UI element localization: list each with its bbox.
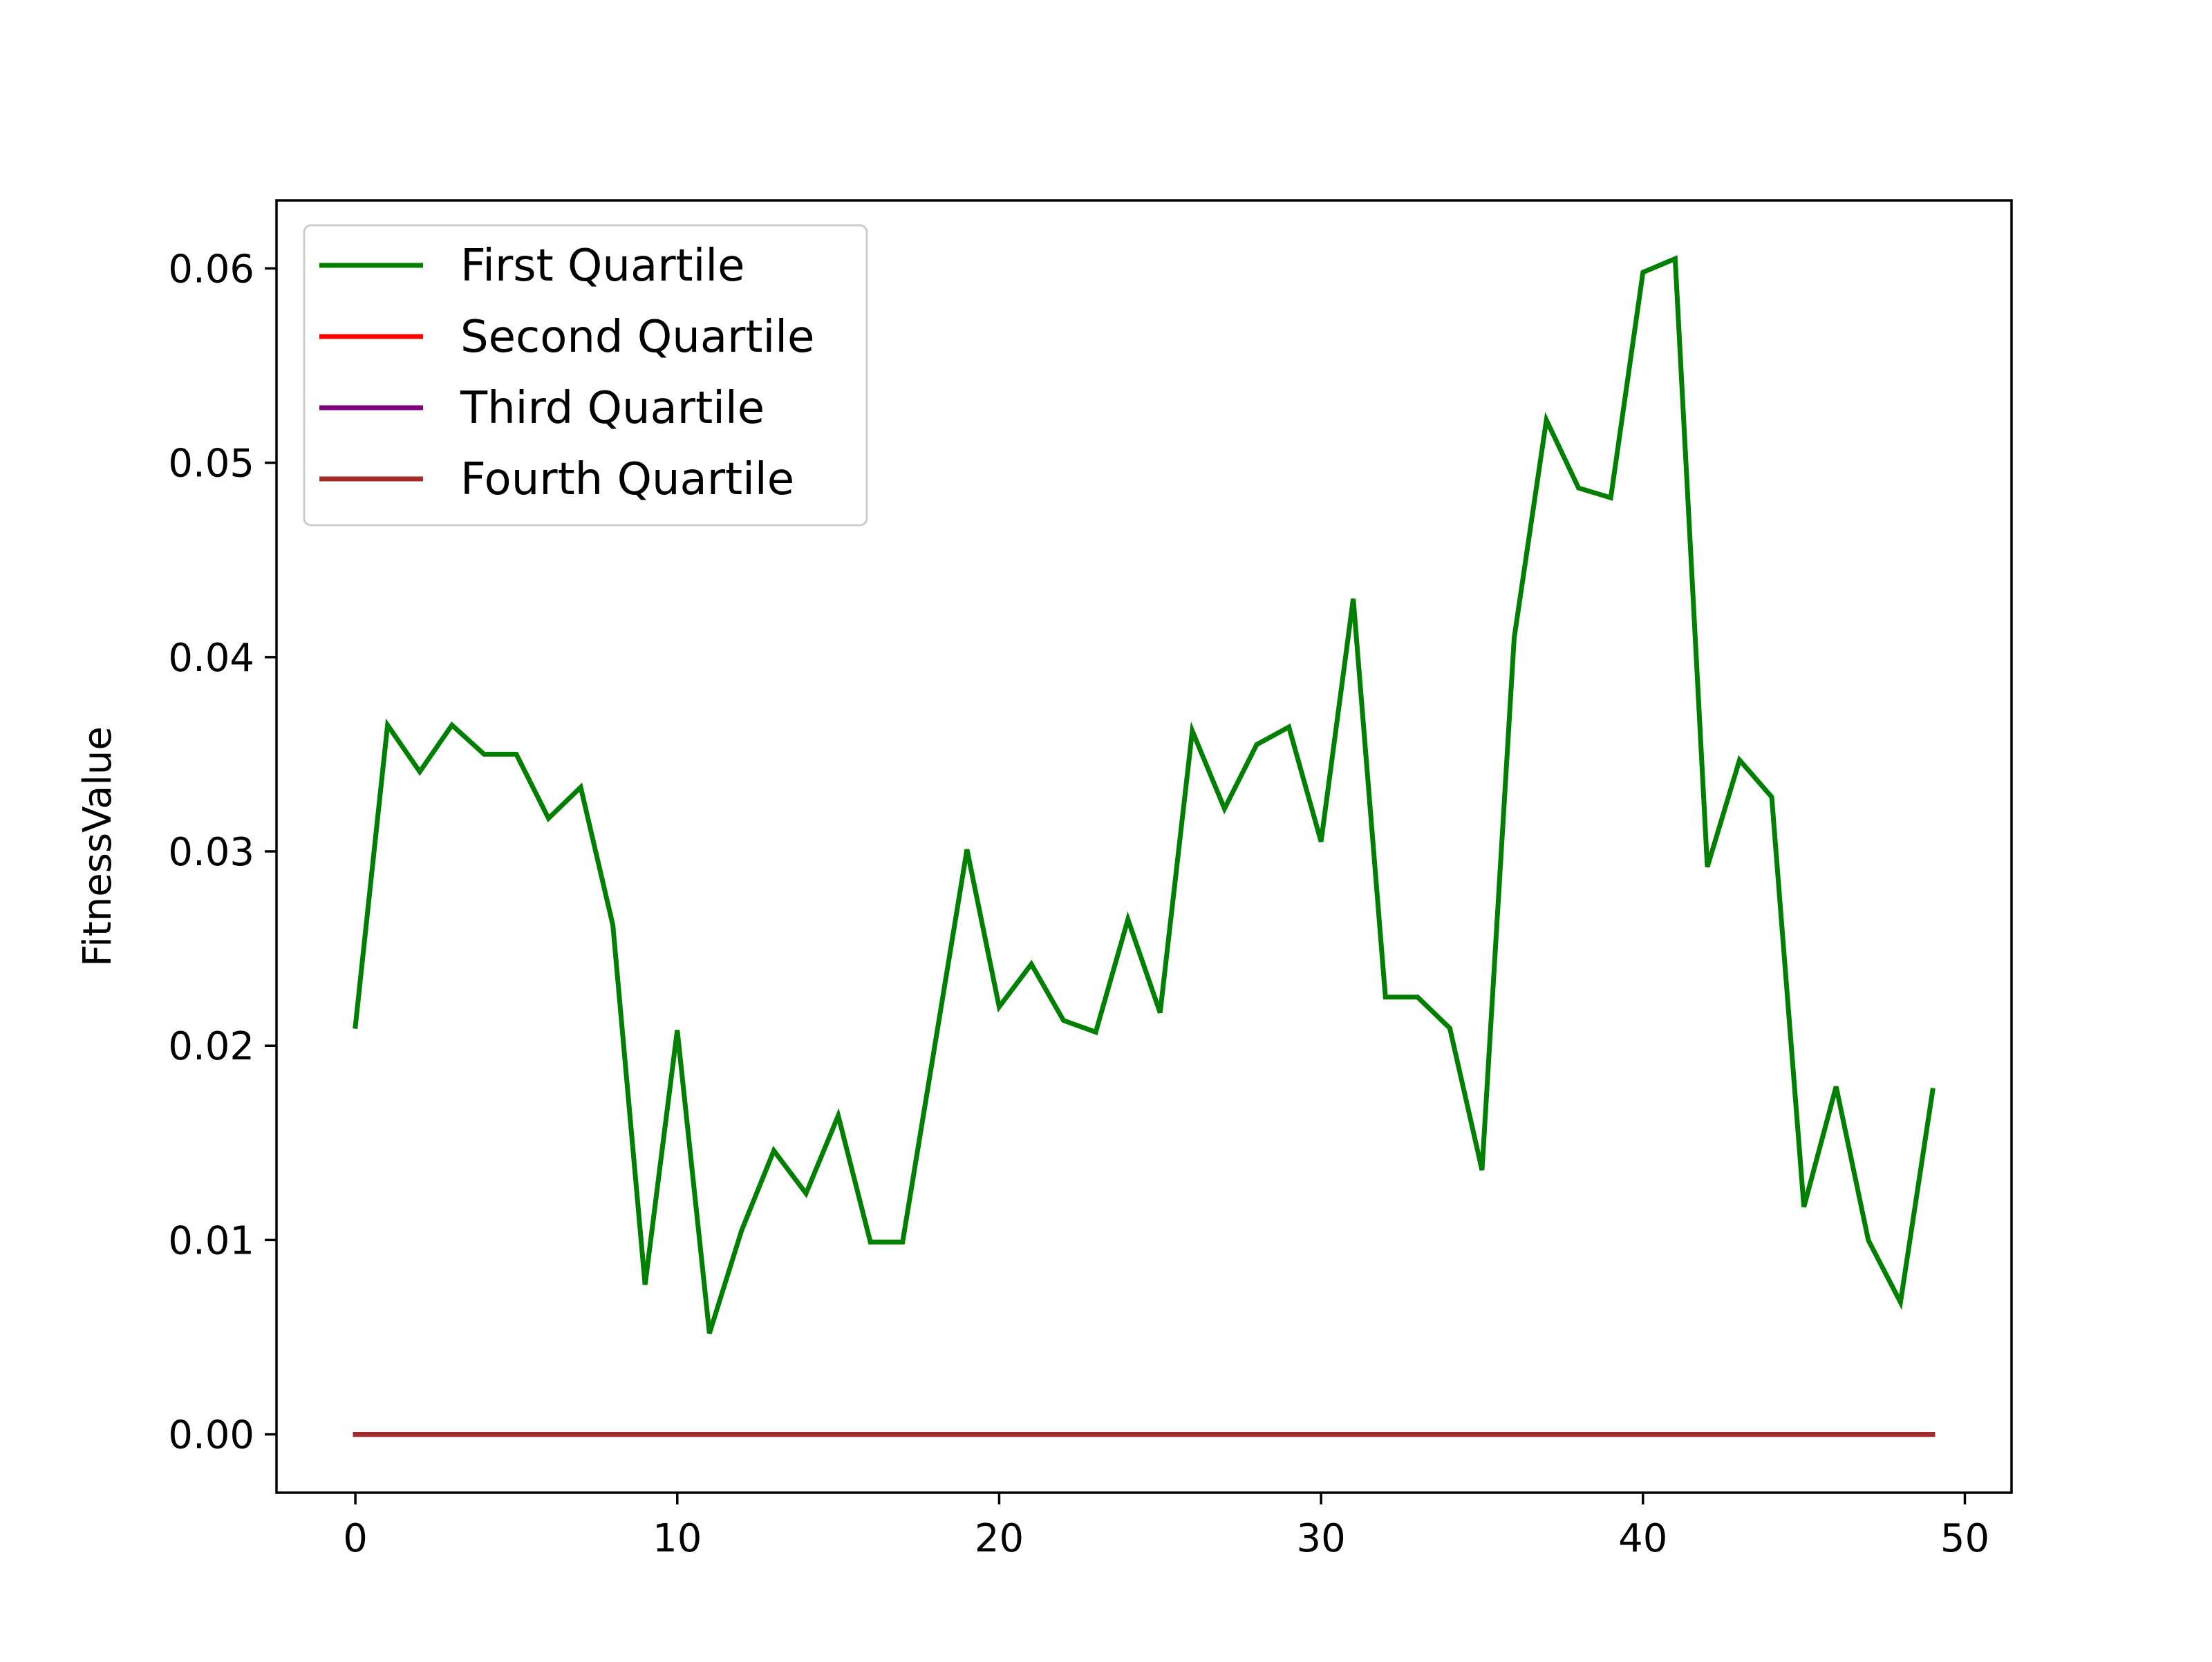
series-line-first-quartile (353, 255, 1936, 1334)
y-axis-ticks: 0.00 0.01 0.02 0.03 0.04 0.05 0.06 (168, 247, 276, 1458)
y-tick-label: 0.06 (168, 247, 254, 292)
y-tick-label: 0.03 (168, 830, 254, 875)
y-tick-label: 0.02 (168, 1024, 254, 1069)
axes-frame (275, 199, 2013, 1494)
legend-label-fourth-quartile: Fourth Quartile (460, 454, 794, 505)
x-tick-label: 0 (343, 1516, 368, 1561)
x-tick-label: 50 (1940, 1516, 1989, 1561)
x-tick-label: 40 (1618, 1516, 1667, 1561)
legend: First Quartile Second Quartile Third Quart… (303, 224, 868, 527)
y-tick-label: 0.04 (168, 636, 254, 681)
y-tick-label: 0.00 (168, 1413, 254, 1458)
legend-box (303, 224, 868, 527)
x-axis-ticks: 0 10 20 30 40 50 (343, 1493, 1989, 1561)
x-tick-label: 10 (653, 1516, 702, 1561)
legend-label-second-quartile: Second Quartile (460, 312, 814, 363)
x-tick-label: 30 (1296, 1516, 1345, 1561)
x-tick-label: 20 (975, 1516, 1024, 1561)
y-axis-label: FitnessValue (75, 726, 120, 967)
axes-layer (275, 199, 2013, 1494)
y-tick-label: 0.05 (168, 442, 254, 487)
series-layer (353, 255, 1936, 1437)
legend-label-third-quartile: Third Quartile (460, 383, 765, 434)
y-tick-label: 0.01 (168, 1218, 254, 1263)
legend-label-first-quartile: First Quartile (460, 240, 745, 292)
